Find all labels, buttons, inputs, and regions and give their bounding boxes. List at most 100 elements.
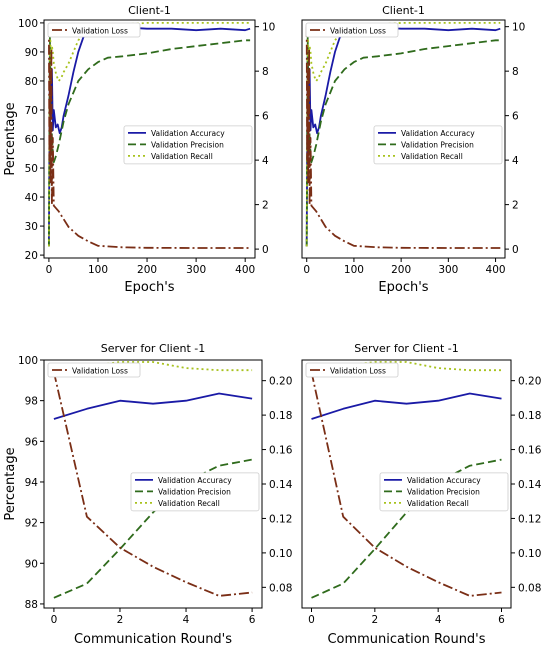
y2-tick-label: 0.14 <box>269 479 293 491</box>
x-tick-label: 2 <box>117 614 124 626</box>
y-tick-label: 92 <box>25 518 38 530</box>
legend-entry: Validation Recall <box>151 152 213 161</box>
y2-tick-label: 0.10 <box>518 548 541 560</box>
y-tick-label: 94 <box>25 477 39 489</box>
series-line-validation-loss <box>305 26 501 249</box>
x-tick-label: 0 <box>303 264 310 276</box>
x-tick-label: 400 <box>486 264 506 276</box>
chart-panel-3: Server for Client -1 0 2 4 6 88 90 92 94 96 98 100 0… <box>3 342 293 647</box>
y-tick-label: 70 <box>25 105 38 117</box>
x-axis-label: Communication Round's <box>327 632 485 647</box>
legend-box-metrics <box>130 472 260 512</box>
y-axis-label: Percentage <box>3 102 18 175</box>
x-tick-label: 200 <box>391 264 411 276</box>
legend-entry: Validation Recall <box>407 499 469 508</box>
y2-tick-label: 0 <box>512 244 519 256</box>
y-tick-label: 96 <box>25 436 39 448</box>
y2-tick-label: 4 <box>512 155 519 167</box>
x-tick-label: 100 <box>88 264 108 276</box>
series-line-validation-recall <box>305 22 501 247</box>
series-group <box>48 22 251 249</box>
series-line-validation-recall <box>311 361 502 378</box>
y2-tick-label: 0.20 <box>518 376 541 388</box>
legend-entry: Validation Precision <box>151 140 224 149</box>
series-line-validation-accuracy <box>48 26 251 247</box>
x-tick-label: 200 <box>137 264 157 276</box>
y2-tick-label: 8 <box>512 66 519 78</box>
x-tick-label: 2 <box>371 614 378 626</box>
x-axis-label: Communication Round's <box>74 632 232 647</box>
y2-tick-label: 0 <box>262 244 269 256</box>
legend-entry: Validation Loss <box>72 27 128 36</box>
legend-entry: Validation Precision <box>401 140 474 149</box>
y2-tick-label: 0.12 <box>269 513 292 525</box>
series-line-validation-accuracy <box>311 392 502 420</box>
series-line-validation-precision <box>53 458 253 599</box>
y2-tick-label: 0.10 <box>269 548 292 560</box>
chart-title: Client-1 <box>382 4 425 17</box>
y2-tick-label: 2 <box>512 200 519 212</box>
legend-entry: Validation Accuracy <box>401 129 475 138</box>
x-tick-label: 300 <box>186 264 206 276</box>
y-tick-label: 50 <box>25 163 38 175</box>
chart-panel-1: Client-10 100 200 300 4002030405060708090100… <box>3 4 275 295</box>
x-tick-label: 300 <box>438 264 458 276</box>
y2-tick-label: 6 <box>262 111 269 123</box>
legend-entry: Validation Accuracy <box>158 476 232 485</box>
y2-tick-label: 0.08 <box>269 582 292 594</box>
y2-tick-label: 10 <box>512 22 525 34</box>
y2-tick-label: 2 <box>262 200 269 212</box>
y2-tick-label: 0.16 <box>269 445 293 457</box>
y-tick-label: 98 <box>25 396 38 408</box>
series-line-validation-accuracy <box>305 26 501 247</box>
x-tick-label: 0 <box>46 264 53 276</box>
x-axis-label: Epoch's <box>124 280 174 295</box>
series-line-validation-recall <box>53 361 253 378</box>
x-tick-label: 4 <box>435 614 442 626</box>
y-tick-label: 90 <box>25 558 38 570</box>
legend-entry: Validation Precision <box>407 487 480 496</box>
legend-entry: Validation Loss <box>72 367 128 376</box>
y2-tick-label: 8 <box>262 66 269 78</box>
x-tick-label: 400 <box>235 264 255 276</box>
legend-entry: Validation Loss <box>330 27 386 36</box>
x-tick-label: 6 <box>249 614 256 626</box>
series-line-validation-loss <box>48 26 251 249</box>
y-tick-label: 90 <box>25 47 38 59</box>
series-line-validation-accuracy <box>53 392 253 420</box>
chart-title: Server for Client -1 <box>354 342 459 355</box>
legend-entry: Validation Precision <box>158 487 231 496</box>
series-group <box>310 361 502 599</box>
legend-entry: Validation Loss <box>330 367 386 376</box>
y2-tick-label: 0.08 <box>518 582 541 594</box>
y2-tick-label: 6 <box>512 111 519 123</box>
x-tick-label: 6 <box>498 614 505 626</box>
legend-entry: Validation Recall <box>401 152 463 161</box>
legend-entry: Validation Recall <box>158 499 220 508</box>
y2-tick-label: 0.14 <box>518 479 542 491</box>
legend-box-loss <box>47 22 141 38</box>
series-line-validation-loss <box>53 371 253 597</box>
y-tick-label: 40 <box>25 192 38 204</box>
y2-tick-label: 0.18 <box>269 410 292 422</box>
x-tick-label: 0 <box>308 614 315 626</box>
legend-entry: Validation Accuracy <box>151 129 225 138</box>
y2-tick-label: 10 <box>262 22 275 34</box>
x-tick-label: 100 <box>344 264 364 276</box>
series-line-validation-loss <box>310 371 502 597</box>
y-tick-label: 20 <box>25 250 38 262</box>
chart-panel-4: Server for Client -1 0 2 4 6 0.08 0.10 0.12 0.14… <box>301 342 542 647</box>
y-axis-label: Percentage <box>3 447 18 520</box>
legend-box-loss <box>305 22 399 38</box>
legend-box-metrics <box>373 125 503 165</box>
chart-title: Client-1 <box>128 4 171 17</box>
y2-tick-label: 0.12 <box>518 513 541 525</box>
y2-tick-label: 0.18 <box>518 410 541 422</box>
series-line-validation-precision <box>311 458 502 599</box>
legend-box-metrics <box>379 472 509 512</box>
legend-entry: Validation Accuracy <box>407 476 481 485</box>
legend-box-metrics <box>123 125 253 165</box>
y-tick-label: 80 <box>25 76 38 88</box>
y-tick-label: 100 <box>18 355 38 367</box>
